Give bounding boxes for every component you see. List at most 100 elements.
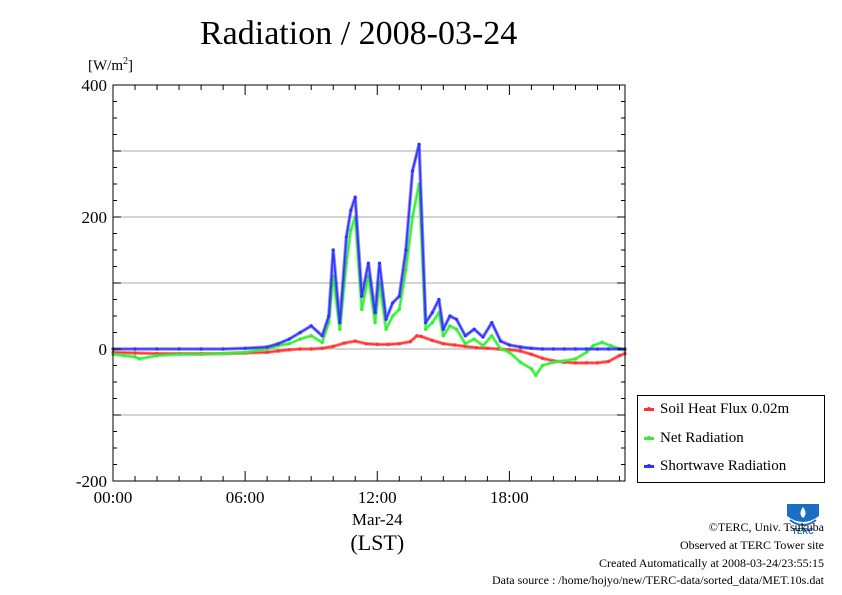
data-point-soil-heat-flux-0-02m — [617, 354, 622, 358]
data-point-net-radiation — [507, 350, 511, 354]
data-point-shortwave-radiation — [490, 321, 494, 325]
data-point-net-radiation — [448, 324, 452, 328]
data-point-shortwave-radiation — [448, 314, 452, 318]
data-point-shortwave-radiation — [221, 347, 225, 351]
data-point-net-radiation — [600, 340, 604, 344]
y-axis-unit-close: ] — [128, 58, 133, 74]
data-point-shortwave-radiation — [472, 327, 476, 331]
y-axis-unit-exponent: 2 — [123, 56, 128, 67]
data-point-soil-heat-flux-0-02m — [320, 346, 324, 350]
data-point-shortwave-radiation — [499, 339, 503, 343]
data-point-soil-heat-flux-0-02m — [419, 334, 423, 339]
data-point-net-radiation — [360, 307, 364, 311]
data-point-net-radiation — [534, 373, 538, 377]
data-point-soil-heat-flux-0-02m — [298, 347, 302, 351]
y-tick-label: 0 — [99, 340, 108, 359]
data-point-net-radiation — [481, 344, 485, 348]
data-point-soil-heat-flux-0-02m — [463, 344, 467, 348]
data-point-net-radiation — [338, 327, 342, 331]
logo-text: TERC — [792, 527, 814, 536]
series-line-shortwave-radiation — [113, 143, 625, 350]
data-point-shortwave-radiation — [353, 195, 357, 199]
data-point-soil-heat-flux-0-02m — [529, 352, 534, 356]
data-point-net-radiation — [404, 268, 408, 272]
legend-item-net-radiation: Net Radiation — [644, 430, 744, 447]
data-point-shortwave-radiation — [551, 347, 556, 351]
data-point-soil-heat-flux-0-02m — [452, 343, 456, 347]
legend-swatch-net-radiation — [644, 436, 654, 441]
data-point-shortwave-radiation — [265, 345, 269, 349]
data-point-net-radiation — [133, 355, 137, 359]
data-point-net-radiation — [177, 352, 181, 356]
data-point-shortwave-radiation — [595, 347, 600, 351]
data-point-soil-heat-flux-0-02m — [375, 342, 379, 346]
data-point-shortwave-radiation — [584, 347, 589, 351]
x-axis-label: (LST) — [350, 530, 404, 555]
data-point-shortwave-radiation — [404, 248, 408, 252]
data-point-shortwave-radiation — [287, 337, 291, 341]
data-point-net-radiation — [540, 363, 545, 368]
data-point-shortwave-radiation — [177, 347, 181, 351]
data-point-shortwave-radiation — [424, 321, 428, 325]
data-point-soil-heat-flux-0-02m — [573, 361, 578, 365]
data-point-shortwave-radiation — [562, 347, 567, 351]
data-point-shortwave-radiation — [366, 261, 370, 265]
terc-logo: TERC — [784, 502, 822, 536]
data-point-net-radiation — [518, 360, 523, 364]
x-tick-label: 06:00 — [226, 488, 265, 507]
data-point-shortwave-radiation — [327, 314, 331, 318]
data-point-shortwave-radiation — [481, 335, 485, 339]
data-point-soil-heat-flux-0-02m — [430, 338, 434, 342]
data-point-soil-heat-flux-0-02m — [133, 351, 137, 355]
data-point-net-radiation — [430, 321, 434, 325]
data-point-net-radiation — [472, 337, 476, 341]
data-point-net-radiation — [243, 350, 247, 354]
x-tick-label: 12:00 — [358, 488, 397, 507]
data-point-net-radiation — [591, 344, 595, 348]
data-point-net-radiation — [349, 228, 353, 232]
y-axis-unit-text: [W/m — [88, 58, 123, 74]
data-point-shortwave-radiation — [360, 294, 364, 298]
x-tick-label: 18:00 — [490, 488, 529, 507]
data-point-net-radiation — [397, 307, 401, 311]
data-point-net-radiation — [391, 314, 395, 318]
data-point-shortwave-radiation — [441, 327, 445, 331]
data-point-soil-heat-flux-0-02m — [474, 346, 478, 350]
data-point-soil-heat-flux-0-02m — [408, 340, 412, 344]
data-point-soil-heat-flux-0-02m — [485, 346, 489, 350]
data-point-shortwave-radiation — [298, 330, 302, 335]
data-point-shortwave-radiation — [529, 346, 534, 350]
data-point-soil-heat-flux-0-02m — [386, 342, 390, 346]
data-point-soil-heat-flux-0-02m — [397, 342, 401, 346]
data-point-net-radiation — [424, 327, 428, 331]
data-point-net-radiation — [155, 354, 159, 358]
data-point-net-radiation — [499, 347, 503, 351]
data-point-shortwave-radiation — [397, 294, 401, 298]
data-point-shortwave-radiation — [309, 324, 313, 328]
data-point-net-radiation — [490, 334, 494, 338]
data-point-net-radiation — [384, 327, 388, 331]
data-point-shortwave-radiation — [507, 343, 511, 347]
data-point-net-radiation — [287, 342, 291, 346]
data-point-soil-heat-flux-0-02m — [364, 342, 368, 346]
data-point-shortwave-radiation — [454, 317, 459, 321]
data-point-soil-heat-flux-0-02m — [276, 349, 280, 353]
y-tick-label: 200 — [82, 208, 108, 227]
data-point-shortwave-radiation — [377, 261, 382, 265]
data-point-net-radiation — [309, 334, 313, 338]
data-point-shortwave-radiation — [540, 347, 545, 351]
data-point-soil-heat-flux-0-02m — [331, 344, 335, 348]
footer-copyright: ©TERC, Univ. Tsukuba — [708, 520, 824, 534]
y-axis-unit: [W/m2] — [88, 56, 133, 75]
data-point-shortwave-radiation — [243, 346, 247, 350]
data-point-shortwave-radiation — [155, 347, 159, 351]
data-point-soil-heat-flux-0-02m — [342, 341, 346, 345]
data-point-soil-heat-flux-0-02m — [595, 361, 600, 365]
chart-title: Radiation / 2008-03-24 — [200, 15, 518, 52]
legend-item-soil-heat-flux: Soil Heat Flux 0.02m — [644, 401, 789, 418]
data-point-net-radiation — [441, 334, 445, 338]
data-point-soil-heat-flux-0-02m — [287, 348, 291, 352]
data-point-shortwave-radiation — [391, 301, 395, 305]
